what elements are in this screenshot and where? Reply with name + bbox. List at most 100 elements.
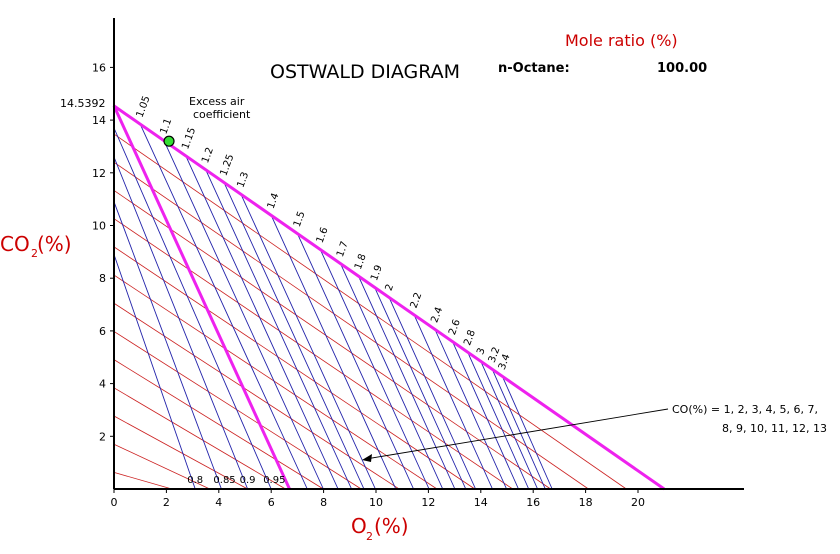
excess-air-coefficient-label: 3 <box>475 347 488 357</box>
excess-air-line <box>491 369 546 490</box>
y-tick-label: 16 <box>92 61 106 74</box>
co-line <box>113 133 627 490</box>
x-tick-label: 2 <box>163 496 170 509</box>
mole-ratio-label: Mole ratio (%) <box>565 31 678 50</box>
y-tick-label: 14 <box>92 114 106 127</box>
excess-air-coefficient-label: 3.4 <box>497 353 513 372</box>
excess-air-line <box>340 263 444 490</box>
excess-air-line <box>163 140 324 490</box>
y-tick-label: 8 <box>99 272 106 285</box>
rich-line <box>113 156 249 490</box>
excess-air-coefficient-label: 1.4 <box>266 192 282 211</box>
excess-air-line <box>358 275 456 490</box>
x-tick-label: 4 <box>215 496 222 509</box>
excess-air-coefficient-label: 2 <box>384 283 397 293</box>
excess-air-line <box>467 351 530 490</box>
x-tick-label: 8 <box>320 496 327 509</box>
chart-title: OSTWALD DIAGRAM <box>270 61 460 83</box>
excess-air-line <box>270 215 397 490</box>
x-axis-title-sub: 2 <box>366 530 373 543</box>
x-tick-label: 20 <box>631 496 645 509</box>
excess-air-coefficient-label: 2.6 <box>447 318 463 337</box>
co2-max-label: 14.5392 <box>60 97 106 110</box>
x-axis-title: O 2 (%) <box>351 514 409 543</box>
co-note-line-2: 8, 9, 10, 11, 12, 13 <box>722 422 827 435</box>
co-line <box>113 415 248 490</box>
excess-air-line <box>185 155 339 490</box>
y-tick-label: 6 <box>99 325 106 338</box>
excess-air-coefficient-label: 1.15 <box>180 126 198 151</box>
excess-air-line <box>223 182 365 490</box>
co-note-line-1: CO(%) = 1, 2, 3, 4, 5, 6, 7, <box>672 403 818 416</box>
co-lines-group <box>113 133 627 490</box>
excess-air-coefficient-label: 1.5 <box>292 210 308 229</box>
excess-air-line <box>296 233 414 490</box>
co-line <box>113 246 476 490</box>
excess-air-line <box>205 169 352 490</box>
stoichiometric-line <box>112 105 291 490</box>
y-tick-label: 10 <box>92 220 106 233</box>
co-line <box>113 190 551 490</box>
excess-air-line <box>139 123 308 490</box>
excess-air-coefficient-label: 1.9 <box>369 264 385 283</box>
y-tick-label: 4 <box>99 378 106 391</box>
excess-air-line <box>452 341 519 490</box>
x-tick-label: 16 <box>526 496 540 509</box>
co-line <box>113 161 589 490</box>
y-tick-label: 12 <box>92 167 106 180</box>
co-line <box>113 443 210 490</box>
x-tick-label: 18 <box>579 496 593 509</box>
rich-coefficient-label: 0.95 <box>263 475 285 486</box>
co-note-arrow <box>365 408 669 460</box>
co-line <box>113 387 286 490</box>
labels-group: 1.051.1 1.151.2 1.251.31.41.51.61.71.81.92… <box>135 94 513 486</box>
y-axis-title-unit: (%) <box>37 232 72 256</box>
co-note-arrowhead <box>362 454 372 462</box>
axes-group: 0 2 4 6 8 10 12 14 16 18 20 2 4 6 8 10 12 14 16 <box>92 18 744 509</box>
excess-air-line <box>374 287 467 490</box>
y-axis-title-main: CO <box>0 232 30 256</box>
excess-air-coefficient-label: 1.1 <box>159 117 175 136</box>
x-tick-label: 10 <box>369 496 383 509</box>
rich-coefficient-label: 0.8 <box>187 475 203 486</box>
y-axis-title: CO 2 (%) <box>0 232 72 260</box>
excess-air-coefficient-label: 2.2 <box>409 291 425 310</box>
excess-air-line <box>480 361 538 490</box>
fuel-value: 100.00 <box>657 61 707 76</box>
co-line <box>113 302 400 490</box>
excess-air-line <box>413 314 493 490</box>
x-tick-label: 6 <box>268 496 275 509</box>
x-tick-label: 14 <box>474 496 488 509</box>
rich-line <box>113 201 222 490</box>
rich-coefficient-label: 0.9 <box>240 475 256 486</box>
co-line <box>113 274 438 490</box>
excess-air-coefficient-label: 1.7 <box>335 240 351 259</box>
y-tick-label: 2 <box>99 430 106 443</box>
excess-air-coefficient-label: 1.8 <box>353 252 369 271</box>
rich-line <box>113 254 196 490</box>
excess-air-coefficient-label: 1.25 <box>219 153 237 178</box>
excess-air-title-2: coefficient <box>193 108 251 121</box>
operating-point-marker <box>163 135 175 147</box>
rich-line <box>113 127 272 490</box>
y-axis-title-sub: 2 <box>31 247 38 260</box>
excess-air-coefficient-label: 1.6 <box>315 226 331 245</box>
fuel-label: n-Octane: <box>498 61 570 76</box>
x-axis-title-main: O <box>351 514 367 538</box>
x-tick-label: 0 <box>111 496 118 509</box>
co-line <box>113 359 324 490</box>
x-tick-label: 12 <box>421 496 435 509</box>
co-line <box>113 472 172 490</box>
excess-air-coefficient-label: 2.4 <box>429 306 445 325</box>
excess-air-line <box>388 297 476 490</box>
excess-air-coefficient-label: 1.2 <box>200 146 216 165</box>
excess-air-coefficient-label: 2.8 <box>462 328 478 347</box>
excess-air-coefficient-label: 1.05 <box>135 94 153 119</box>
excess-air-line <box>240 194 376 490</box>
rich-coefficient-label: 0.85 <box>213 475 235 486</box>
x-axis-title-unit: (%) <box>374 514 409 538</box>
excess-air-line <box>319 249 430 490</box>
excess-air-line <box>434 329 507 490</box>
excess-air-title-1: Excess air <box>189 95 245 108</box>
